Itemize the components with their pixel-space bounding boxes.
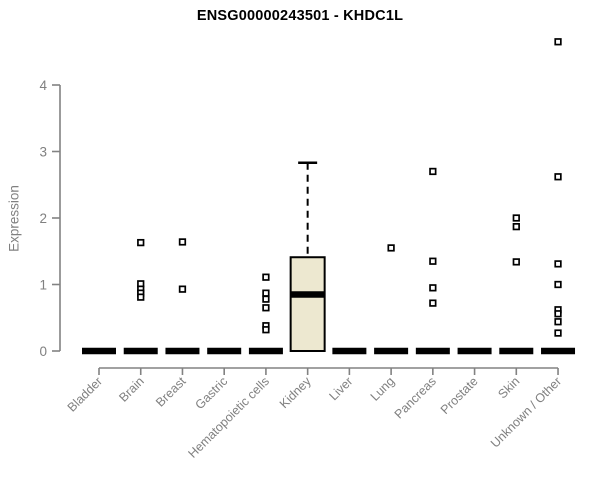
outlier-point xyxy=(554,280,562,289)
chart-title: ENSG00000243501 - KHDC1L xyxy=(196,8,404,24)
x-category-label: Skin xyxy=(495,374,522,401)
outlier-point xyxy=(262,326,270,334)
x-category-label: Breast xyxy=(153,374,189,410)
outlier-point xyxy=(512,214,520,222)
outlier-point xyxy=(554,329,562,337)
outlier-point xyxy=(262,295,270,303)
outlier-point xyxy=(262,289,270,297)
x-category-label: Gastric xyxy=(192,374,230,412)
y-tick-label: 4 xyxy=(39,78,47,93)
y-tick-label: 1 xyxy=(39,278,47,293)
outlier-point xyxy=(512,222,520,231)
outlier-point xyxy=(554,260,562,268)
outlier-point xyxy=(554,173,562,181)
x-category-label: Brain xyxy=(116,374,147,405)
outlier-point xyxy=(429,257,437,265)
x-category-label: Lung xyxy=(368,374,398,404)
outlier-point xyxy=(262,273,270,281)
y-tick-label: 0 xyxy=(39,344,47,359)
y-tick-label: 2 xyxy=(39,211,47,226)
x-category-label: Hematopoietic cells xyxy=(185,374,272,461)
box-Kidney xyxy=(289,256,326,352)
outlier-point xyxy=(429,284,437,292)
outlier-point xyxy=(512,258,520,266)
outlier-point xyxy=(387,244,395,252)
outlier-point xyxy=(554,38,562,46)
x-category-label: Bladder xyxy=(65,374,105,414)
outlier-point xyxy=(137,238,145,247)
x-category-label: Kidney xyxy=(277,374,314,411)
outlier-point xyxy=(178,285,187,293)
x-category-label: Pancreas xyxy=(392,374,439,421)
outlier-point xyxy=(554,310,562,318)
outlier-point xyxy=(178,238,187,246)
outlier-point xyxy=(554,318,562,326)
x-category-label: Prostate xyxy=(438,374,481,417)
x-category-label: Liver xyxy=(326,374,355,403)
outlier-point xyxy=(429,167,437,176)
x-category-label: Unknown / Other xyxy=(488,374,564,450)
outlier-point xyxy=(262,304,270,312)
outlier-point xyxy=(137,293,145,301)
outlier-point xyxy=(429,299,437,307)
y-tick-label: 3 xyxy=(39,145,47,160)
